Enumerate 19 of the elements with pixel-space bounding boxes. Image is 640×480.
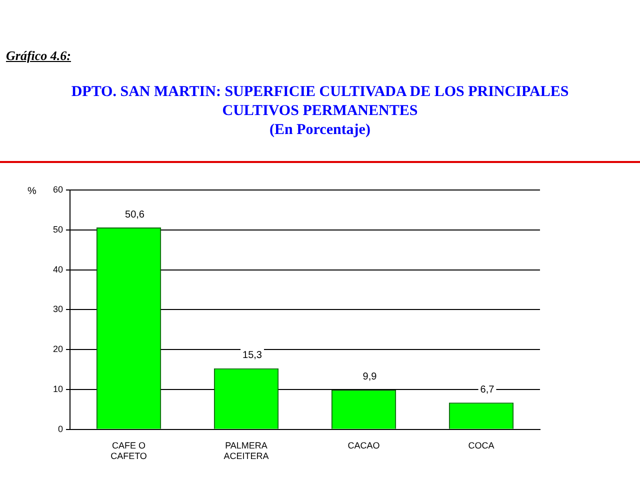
y-tick-label: 60 <box>52 184 64 194</box>
y-tick-label: 20 <box>52 344 64 354</box>
data-label: 15,3 <box>242 350 262 362</box>
x-tick-label: PALMERA ACEITERA <box>224 440 269 462</box>
data-label: 50,6 <box>125 209 145 220</box>
x-tick-label: CACAO <box>348 440 380 450</box>
y-tick-label: 10 <box>52 384 64 394</box>
data-label: 6,7 <box>480 384 495 396</box>
y-tick-label: 0 <box>58 424 64 434</box>
y-axis-title: % <box>28 186 37 197</box>
chart-subtitle: (En Porcentaje) <box>268 121 372 140</box>
data-label: 9,9 <box>362 372 378 383</box>
chart-title: DPTO. SAN MARTIN: SUPERFICIE CULTIVADA DE LOS PRINCIPALES CULTIVOS PERMANENTES <box>70 83 570 121</box>
x-tick-label: COCA <box>468 440 494 450</box>
y-tick-label: 30 <box>52 304 64 314</box>
y-tick-label: 40 <box>52 264 64 274</box>
y-tick-label: 50 <box>52 224 64 234</box>
text: Gráfico 4.6: <box>6 48 71 64</box>
x-tick-label: CAFE O CAFETO <box>110 440 147 462</box>
